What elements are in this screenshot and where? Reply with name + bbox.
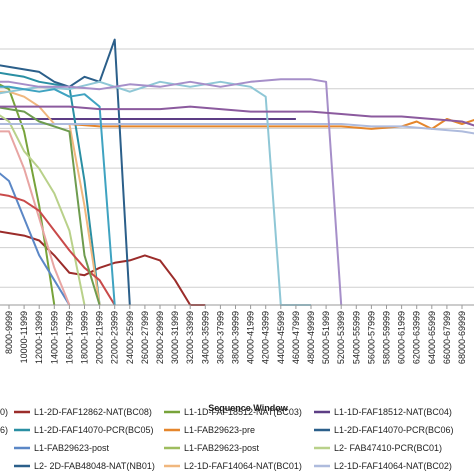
x-tick-label: 22000-23999 — [110, 311, 120, 364]
series-line-7 — [0, 130, 71, 306]
series-line-1 — [0, 230, 206, 306]
x-tick-label: 18000-19999 — [80, 311, 90, 364]
x-tick-label: 38000-39999 — [231, 311, 241, 364]
legend-label: L2-1D-FAF14064-NAT(BC02) — [334, 461, 452, 471]
series-line-10 — [0, 90, 101, 306]
legend-entry: L1-FAB29623-pre — [164, 425, 255, 435]
x-tick-label: 34000-35999 — [200, 311, 210, 364]
legend-label: L2- 2D-FAB48048-NAT(NB01) — [34, 461, 155, 471]
x-tick-label: 28000-29999 — [155, 311, 165, 364]
x-tick-label: 52000-53999 — [336, 311, 346, 364]
x-tick-label: 64000-65999 — [427, 311, 437, 364]
x-tick-label: 68000-69999 — [457, 311, 467, 364]
legend-entry: L2-1D-FAF14064-NAT(BC02) — [314, 461, 452, 471]
legend-label: L1-1D-FAF18512-NAT(BC04) — [334, 407, 452, 417]
series-line-14 — [0, 78, 343, 306]
legend-entry: 6) — [0, 425, 8, 435]
x-tick-label: 14000-15999 — [49, 311, 59, 364]
legend-entry: L1-FAB29623-post — [14, 443, 110, 453]
x-tick-label: 54000-55999 — [351, 311, 361, 364]
legend-entry: L1-FAB29623-post — [164, 443, 260, 453]
x-tick-label: 32000-33999 — [185, 311, 195, 364]
x-tick-label: 42000-43999 — [261, 311, 271, 364]
series-line-9 — [0, 38, 131, 306]
x-tick-labels: 8000-9999 10000-11999 12000-13999 14000-159… — [4, 305, 467, 364]
legend-entry: L2- 2D-FAB48048-NAT(NB01) — [14, 461, 155, 471]
legend-label: L1-2D-FAF12862-NAT(BC08) — [34, 407, 152, 417]
x-tick-label: 66000-67999 — [442, 311, 452, 364]
legend-label: L1-2D-FAF14070-PCR(BC06) — [334, 425, 454, 435]
series-line-16 — [0, 85, 116, 306]
legend-label: L2- FAB47410-PCR(BC01) — [334, 443, 442, 453]
legend-entry: L1-2D-FAF12862-NAT(BC08) — [14, 407, 152, 417]
legend-entry: L1-1D-FAF18512-NAT(BC03) — [164, 407, 302, 417]
x-tick-label: 58000-59999 — [382, 311, 392, 364]
legend-label: L1-FAB29623-pre — [184, 425, 255, 435]
x-tick-label: 50000-51999 — [321, 311, 331, 364]
x-tick-label: 26000-27999 — [140, 311, 150, 364]
x-tick-label: 60000-61999 — [397, 311, 407, 364]
x-tick-label: 16000-17999 — [64, 311, 74, 364]
legend-label: L1-2D-FAF14070-PCR(BC05) — [34, 425, 154, 435]
x-tick-label: 40000-41999 — [246, 311, 256, 364]
x-axis-title: Sequence Window — [208, 403, 288, 413]
series-line-12 — [0, 193, 116, 306]
legend-entry: L1-2D-FAF14070-PCR(BC05) — [14, 425, 154, 435]
series-line-11 — [0, 123, 474, 135]
series-line-17 — [0, 105, 474, 127]
x-tick-label: 20000-21999 — [95, 311, 105, 364]
legend-label: L1-FAB29623-post — [184, 443, 260, 453]
x-tick-label: 62000-63999 — [412, 311, 422, 364]
legend-label: L1-1D-FAF18512-NAT(BC03) — [184, 407, 302, 417]
legend-entry: L1-2D-FAF14070-PCR(BC06) — [314, 425, 454, 435]
legend-label: 6) — [0, 425, 8, 435]
legend-label: L1-FAB29623-post — [34, 443, 110, 453]
x-tick-label: 30000-31999 — [170, 311, 180, 364]
legend: 0) L1-2D-FAF12862-NAT(BC08) L1-1D-FAF18512… — [0, 407, 454, 471]
x-tick-label: 36000-37999 — [215, 311, 225, 364]
x-tick-label: 48000-49999 — [306, 311, 316, 364]
legend-entry: L2- FAB47410-PCR(BC01) — [314, 443, 442, 453]
legend-entry: L2-1D-FAF14064-NAT(BC01) — [164, 461, 302, 471]
series-lines — [0, 38, 474, 306]
legend-label: 0) — [0, 407, 8, 417]
legend-label: L2-1D-FAF14064-NAT(BC01) — [184, 461, 302, 471]
x-tick-label: 56000-57999 — [366, 311, 376, 364]
x-tick-label: 8000-9999 — [4, 311, 14, 354]
series-line-4 — [0, 71, 101, 306]
x-tick-label: 12000-13999 — [34, 311, 44, 364]
series-line-6 — [0, 172, 71, 306]
series-line-8 — [0, 114, 86, 306]
x-tick-label: 10000-11999 — [19, 311, 29, 363]
legend-entry: 0) — [0, 407, 8, 417]
series-line-15 — [0, 106, 101, 306]
x-tick-label: 46000-47999 — [291, 311, 301, 364]
legend-entry: L1-1D-FAF18512-NAT(BC04) — [314, 407, 452, 417]
x-tick-label: 24000-25999 — [125, 311, 135, 364]
x-tick-label: 44000-45999 — [276, 311, 286, 364]
